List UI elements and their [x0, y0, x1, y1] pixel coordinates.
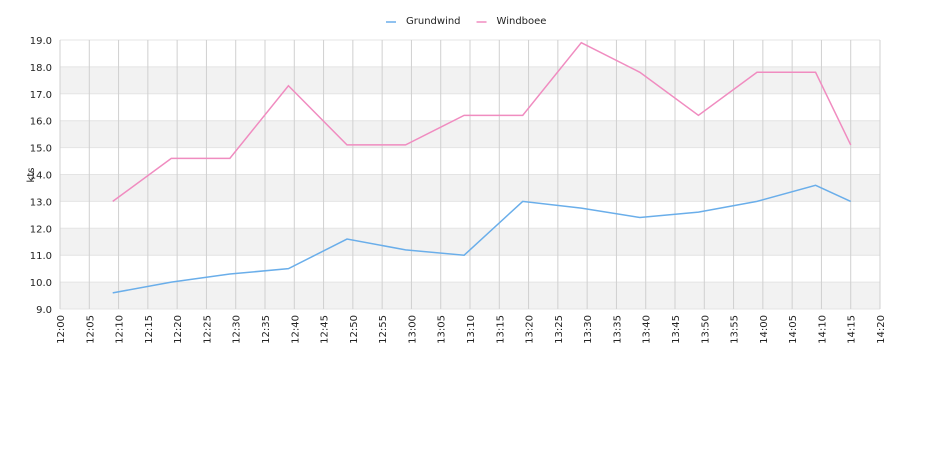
x-tick-label: 12:55 [378, 315, 389, 344]
y-tick-label: 12.0 [30, 224, 52, 235]
x-tick-label: 13:15 [495, 315, 506, 344]
x-tick-label: 13:20 [525, 315, 536, 344]
y-tick-label: 13.0 [30, 197, 52, 208]
y-tick-label: 17.0 [30, 90, 52, 101]
x-tick-label: 14:15 [847, 315, 858, 344]
legend-label: Grundwind [406, 16, 461, 27]
x-tick-label: 13:30 [583, 315, 594, 344]
y-tick-label: 18.0 [30, 63, 52, 74]
x-tick-label: 12:40 [290, 315, 301, 344]
x-tick-label: 12:25 [202, 315, 213, 344]
y-axis-label: kts [26, 168, 37, 183]
series-line [112, 41, 852, 203]
x-tick-label: 13:25 [554, 315, 565, 344]
x-tick-label: 13:00 [407, 315, 418, 344]
y-tick-label: 11.0 [30, 251, 52, 262]
x-tick-label: 14:20 [876, 315, 887, 344]
x-tick-label: 14:05 [788, 315, 799, 344]
x-tick-label: 12:05 [85, 315, 96, 344]
x-tick-label: 12:20 [173, 315, 184, 344]
x-tick-label: 13:05 [437, 315, 448, 344]
x-tick-label: 12:10 [115, 315, 126, 344]
y-tick-label: 16.0 [30, 117, 52, 128]
x-tick-label: 12:50 [349, 315, 360, 344]
x-tick-label: 13:35 [612, 315, 623, 344]
x-tick-label: 12:35 [261, 315, 272, 344]
x-tick-label: 13:40 [642, 315, 653, 344]
x-tick-label: 13:55 [730, 315, 741, 344]
x-tick-label: 12:00 [56, 315, 67, 344]
x-tick-label: 13:10 [466, 315, 477, 344]
y-tick-label: 10.0 [30, 278, 52, 289]
y-tick-label: 15.0 [30, 144, 52, 155]
x-tick-label: 13:50 [700, 315, 711, 344]
y-tick-label: 9.0 [36, 305, 52, 316]
x-tick-label: 12:15 [144, 315, 155, 344]
x-tick-label: 14:10 [817, 315, 828, 344]
x-tick-label: 14:00 [759, 315, 770, 344]
x-tick-label: 12:30 [232, 315, 243, 344]
x-tick-label: 13:45 [671, 315, 682, 344]
x-tick-label: 12:45 [320, 315, 331, 344]
y-tick-label: 14.0 [30, 171, 52, 182]
series-line [112, 184, 852, 294]
y-tick-label: 19.0 [30, 36, 52, 47]
legend-label: Windboee [497, 16, 547, 27]
